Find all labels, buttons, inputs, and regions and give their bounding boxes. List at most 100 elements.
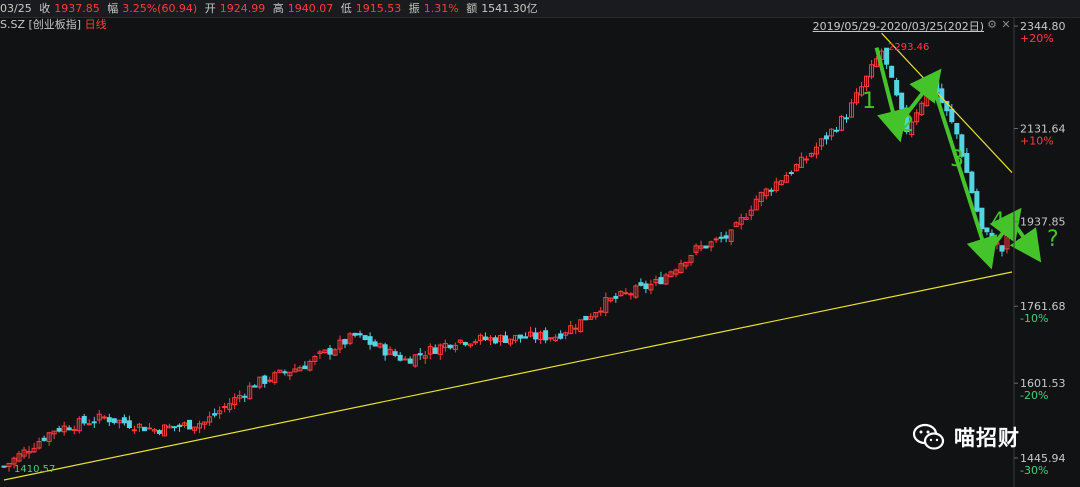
candle-body — [31, 447, 37, 453]
candle-body — [66, 427, 72, 431]
period-label[interactable]: 日线 — [84, 18, 107, 31]
candle-body — [563, 332, 569, 336]
candle-body — [668, 271, 674, 278]
y-tick-pct: -10% — [1020, 312, 1048, 325]
candle-body — [337, 339, 343, 350]
candle-body — [633, 285, 639, 298]
candle-body — [352, 332, 358, 336]
candle-body — [212, 413, 218, 416]
candle-body — [402, 358, 408, 361]
candle-body — [156, 430, 162, 434]
candle-body — [21, 449, 27, 457]
y-tick-label: 1937.85 — [1020, 216, 1066, 229]
candle-body — [342, 339, 348, 345]
candle-body — [6, 462, 12, 468]
peak-annotation: 2293.46 — [888, 42, 929, 53]
y-axis: 2344.80+20% 2131.64+10% 1937.85 1761.68-10%… — [1013, 17, 1066, 487]
candle-body — [462, 342, 468, 346]
candle-body — [768, 189, 774, 192]
candle-body — [36, 441, 42, 449]
candle-body — [292, 368, 298, 373]
candle-body — [362, 335, 368, 341]
candle-body — [553, 336, 559, 342]
candle-body — [578, 319, 584, 333]
candle-body — [297, 367, 303, 372]
candle-body — [282, 371, 288, 374]
candle-body — [26, 450, 32, 454]
candle-body — [884, 47, 890, 65]
candle-body — [106, 417, 112, 423]
open-value: 1924.99 — [219, 2, 266, 15]
candle-body — [477, 334, 483, 342]
candle-body — [543, 330, 549, 341]
candle-body — [743, 217, 749, 220]
candle-body — [412, 354, 418, 367]
y-tick-label: 2344.80 — [1020, 20, 1066, 33]
candle-body — [101, 416, 107, 419]
candle-body — [733, 222, 739, 228]
candle-body — [969, 171, 975, 194]
wave-arrow — [1009, 219, 1042, 263]
settings-icon[interactable]: ⚙ — [987, 18, 997, 31]
candle-body — [628, 293, 634, 296]
y-tick-label: 1445.94 — [1020, 452, 1066, 465]
candle-body — [854, 92, 860, 104]
candle-body — [513, 334, 519, 341]
candle-body — [267, 379, 273, 382]
candle-body — [683, 261, 689, 267]
low-value: 1915.53 — [355, 2, 402, 15]
low-label: 低 — [340, 2, 352, 15]
candle-body — [46, 432, 52, 443]
wave-arrow — [985, 207, 1022, 256]
high-label: 高 — [272, 2, 284, 15]
candle-body — [372, 341, 378, 347]
candle-body — [61, 425, 67, 433]
candle-body — [889, 65, 895, 78]
instrument-name: [创业板指] — [28, 18, 82, 31]
candle-body — [788, 172, 794, 175]
candle-body — [658, 277, 664, 285]
candle-body — [257, 376, 263, 388]
candle-body — [979, 207, 985, 230]
candle-body — [1, 465, 7, 468]
close-icon[interactable]: ✕ — [1001, 18, 1011, 31]
candle-body — [217, 410, 223, 415]
candle-body — [472, 341, 478, 344]
candle-body — [467, 343, 473, 347]
candle-body — [723, 235, 729, 239]
candle-body — [202, 421, 208, 425]
date-range-label[interactable]: 2019/05/29-2020/03/25(202日) — [812, 20, 984, 33]
wave-arrow — [929, 80, 998, 270]
candle-body — [91, 421, 97, 424]
candle-body — [172, 426, 178, 429]
wave-label-4: 4 — [991, 209, 1005, 234]
candle-body — [131, 429, 137, 432]
y-tick-label: 1601.53 — [1020, 377, 1066, 390]
candle-body — [457, 339, 463, 343]
candle-body — [502, 335, 508, 343]
candle-body — [332, 349, 338, 356]
y-tick-pct: +20% — [1020, 32, 1054, 45]
y-tick-pct: +10% — [1020, 135, 1054, 148]
candle-body — [718, 236, 724, 239]
candle-body — [427, 346, 433, 355]
candle-body — [528, 331, 534, 337]
candle-body — [407, 358, 413, 364]
candle-body — [182, 422, 188, 427]
candle-body — [166, 425, 172, 429]
candle-body — [347, 333, 353, 344]
candle-body — [648, 283, 654, 291]
wechat-icon — [912, 423, 945, 450]
candle-body — [984, 227, 990, 233]
amplitude-value: 1.31% — [423, 2, 459, 15]
wave-arrows — [874, 47, 1042, 270]
candle-body — [161, 424, 167, 437]
candle-body — [914, 112, 920, 123]
candle-body — [763, 188, 769, 197]
y-tick-label: 2131.64 — [1020, 123, 1066, 136]
candle-body — [713, 238, 719, 241]
candle-body — [603, 296, 609, 313]
candle-body — [613, 295, 619, 299]
candle-body — [818, 138, 824, 147]
candle-body — [287, 371, 293, 377]
